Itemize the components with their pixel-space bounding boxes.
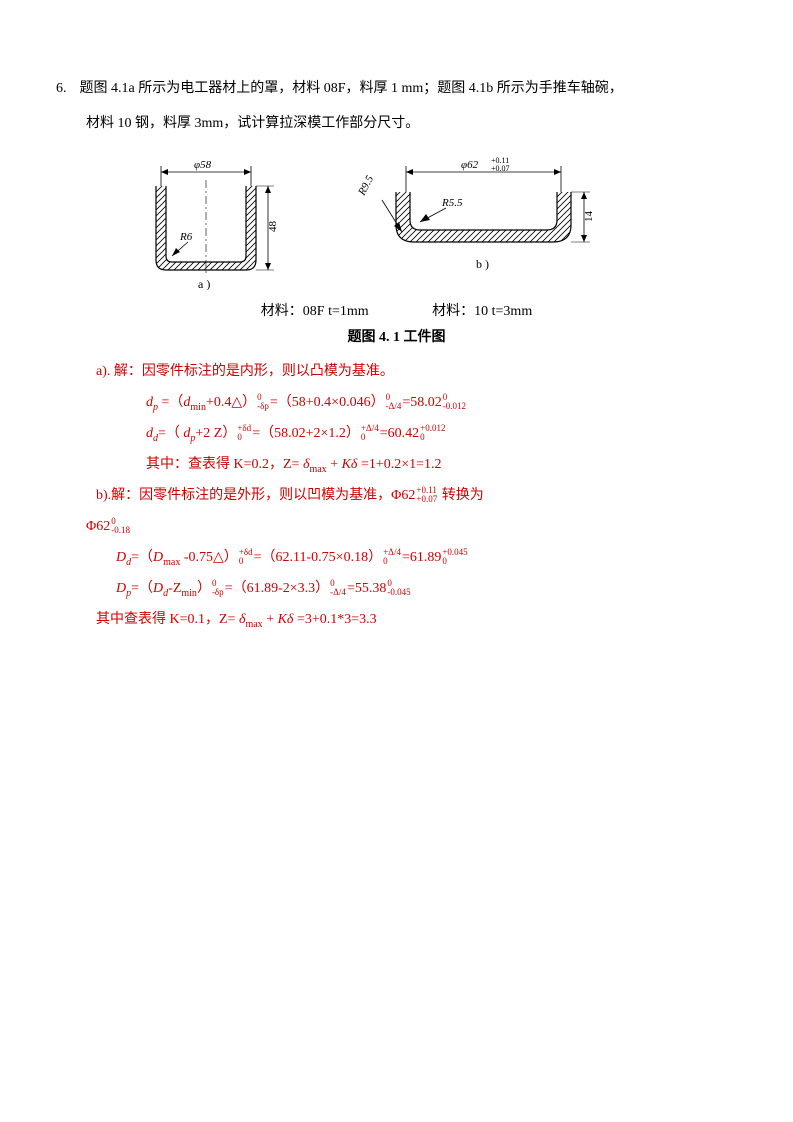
solution-a-eq3: 其中：查表得 K=0.2，Z= δmax + Kδ =1+0.2×1=1.2 [56, 451, 737, 479]
solution-b-eq3: 其中查表得 K=0.1，Z= δmax + Kδ =3+0.1*3=3.3 [56, 606, 737, 634]
solution-a-eq1: dp =（dmin+0.4△）0-δp=（58+0.4×0.046）0-Δ/4=… [56, 389, 737, 417]
dim-phi62: φ62 [461, 159, 479, 171]
figure-a-label: a ) [198, 277, 210, 290]
figure-b: φ62 +0.11 +0.07 R9.5 R5.5 [346, 150, 606, 280]
question-line-1: 6. 题图 4.1a 所示为电工器材上的罩，材料 08F，料厚 1 mm；题图 … [56, 74, 737, 105]
redacted-strip [64, 48, 737, 62]
figure-title: 题图 4. 1 工件图 [56, 326, 737, 346]
question-text-2: 材料 10 钢，料厚 3mm，试计算拉深模工作部分尺寸。 [86, 116, 419, 131]
material-a: 材料：08F t=1mm [261, 304, 369, 319]
solution-b-phi: Φ620-0.18 [56, 513, 737, 541]
figure-a: φ58 R6 48 a ) [126, 150, 306, 290]
figure-b-label: b ) [476, 257, 489, 271]
material-b: 材料：10 t=3mm [432, 304, 532, 319]
dim-phi58: φ58 [194, 159, 212, 171]
figure-b-svg: φ62 +0.11 +0.07 R9.5 R5.5 [346, 150, 606, 280]
figure-row: φ58 R6 48 a ) [126, 150, 737, 290]
dim-r55: R5.5 [441, 197, 463, 209]
solution-b-eq2: Dp=（Dd-Zmin）0-δp=（61.89-2×3.3）0-Δ/4=55.3… [56, 575, 737, 603]
dim-14: 14 [583, 210, 595, 222]
dim-r6: R6 [179, 231, 193, 243]
solution-a-header: a). 解：因零件标注的是内形，则以凸模为基准。 [56, 358, 737, 386]
dim-phi62-tol-bot: +0.07 [491, 164, 510, 173]
question-text-1: 题图 4.1a 所示为电工器材上的罩，材料 08F，料厚 1 mm；题图 4.1… [80, 81, 623, 96]
question-number: 6. [56, 74, 76, 105]
figure-a-svg: φ58 R6 48 a ) [126, 150, 306, 290]
solution-b-eq1: Dd=（Dmax -0.75△）+δd0=（62.11-0.75×0.18）+Δ… [56, 544, 737, 572]
dim-r95: R9.5 [356, 173, 377, 198]
material-row: 材料：08F t=1mm 材料：10 t=3mm [56, 300, 737, 320]
solution-b-header: b).解：因零件标注的是外形，则以凹模为基准，Φ62+0.11+0.07 转换为 [56, 482, 737, 510]
question-line-2: 材料 10 钢，料厚 3mm，试计算拉深模工作部分尺寸。 [56, 109, 737, 140]
dim-48: 48 [267, 220, 279, 232]
solution-a-eq2: dd=（ dp+2 Z）+δd0=（58.02+2×1.2）+Δ/40=60.4… [56, 420, 737, 448]
